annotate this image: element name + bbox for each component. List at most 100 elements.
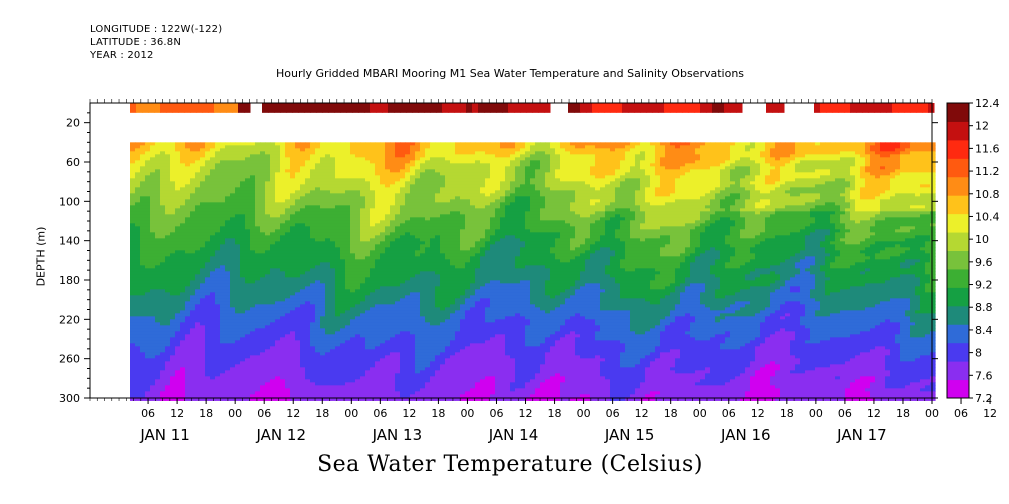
surface-cell [658,103,665,113]
surface-cell [316,103,323,113]
surface-cell [274,103,281,113]
surface-cell [724,103,731,113]
surface-cell [160,103,167,113]
surface-cell [826,103,833,113]
surface-cell [220,103,227,113]
surface-cell [610,103,617,113]
surface-cell [448,103,455,113]
surface-cell [922,103,929,113]
surface-cell [880,103,887,113]
surface-cell [304,103,311,113]
surface-cell [508,103,515,113]
surface-cell [424,103,431,113]
surface-cell [706,103,713,113]
surface-cell [586,103,593,113]
surface-cell [322,103,329,113]
surface-cell [574,103,581,113]
surface-cell [202,103,209,113]
surface-cell [262,103,269,113]
surface-cell [502,103,509,113]
surface-cell [730,103,737,113]
surface-cell [496,103,503,113]
surface-cell [154,103,161,113]
surface-cell [358,103,365,113]
surface-cell [718,103,725,113]
surface-cell [628,103,635,113]
surface-cell [226,103,233,113]
surface-cell [832,103,839,113]
surface-cell [436,103,443,113]
surface-cell [838,103,845,113]
surface-cell [820,103,827,113]
surface-cell [520,103,527,113]
surface-cell [238,103,245,113]
surface-cell [646,103,653,113]
surface-cell [490,103,497,113]
surface-cell [682,103,689,113]
surface-cell [694,103,701,113]
surface-cell [910,103,917,113]
surface-cell [340,103,347,113]
surface-cell [376,103,383,113]
surface-cell [406,103,413,113]
surface-cell [712,103,719,113]
surface-cell [814,103,821,113]
surface-cell [736,103,743,113]
surface-cell [928,103,935,113]
surface-cell [286,103,293,113]
surface-cell [184,103,191,113]
surface-cell [412,103,419,113]
surface-cell [388,103,395,113]
surface-cell [676,103,683,113]
surface-cell [244,103,251,113]
surface-cell [778,103,785,113]
surface-cell [766,103,773,113]
surface-cell [664,103,671,113]
surface-cell [400,103,407,113]
surface-cell [580,103,587,113]
surface-cell [310,103,317,113]
surface-cell [466,103,473,113]
surface-cell [208,103,215,113]
surface-cell [484,103,491,113]
surface-cell [442,103,449,113]
surface-cell [172,103,179,113]
surface-cell [904,103,911,113]
surface-cell [346,103,353,113]
surface-cell [382,103,389,113]
surface-cell [178,103,185,113]
surface-cell [196,103,203,113]
surface-cell [478,103,485,113]
surface-cell [532,103,539,113]
surface-cell [292,103,299,113]
surface-cell [334,103,341,113]
surface-cell [454,103,461,113]
surface-cell [622,103,629,113]
surface-cell [148,103,155,113]
surface-cell [616,103,623,113]
surface-cell [364,103,371,113]
surface-cell [670,103,677,113]
surface-cell [892,103,899,113]
surface-cell [868,103,875,113]
surface-cell [526,103,533,113]
surface-cell [460,103,467,113]
surface-cell [598,103,605,113]
surface-cell [604,103,611,113]
surface-cell [916,103,923,113]
surface-cell [688,103,695,113]
surface-cell [844,103,851,113]
surface-cell [700,103,707,113]
surface-cell [850,103,857,113]
surface-cell [394,103,401,113]
surface-cell [166,103,173,113]
surface-cell [772,103,779,113]
surface-cell [856,103,863,113]
surface-cell [472,103,479,113]
surface-cell [214,103,221,113]
surface-cell [142,103,149,113]
surface-cell [190,103,197,113]
surface-cell [328,103,335,113]
